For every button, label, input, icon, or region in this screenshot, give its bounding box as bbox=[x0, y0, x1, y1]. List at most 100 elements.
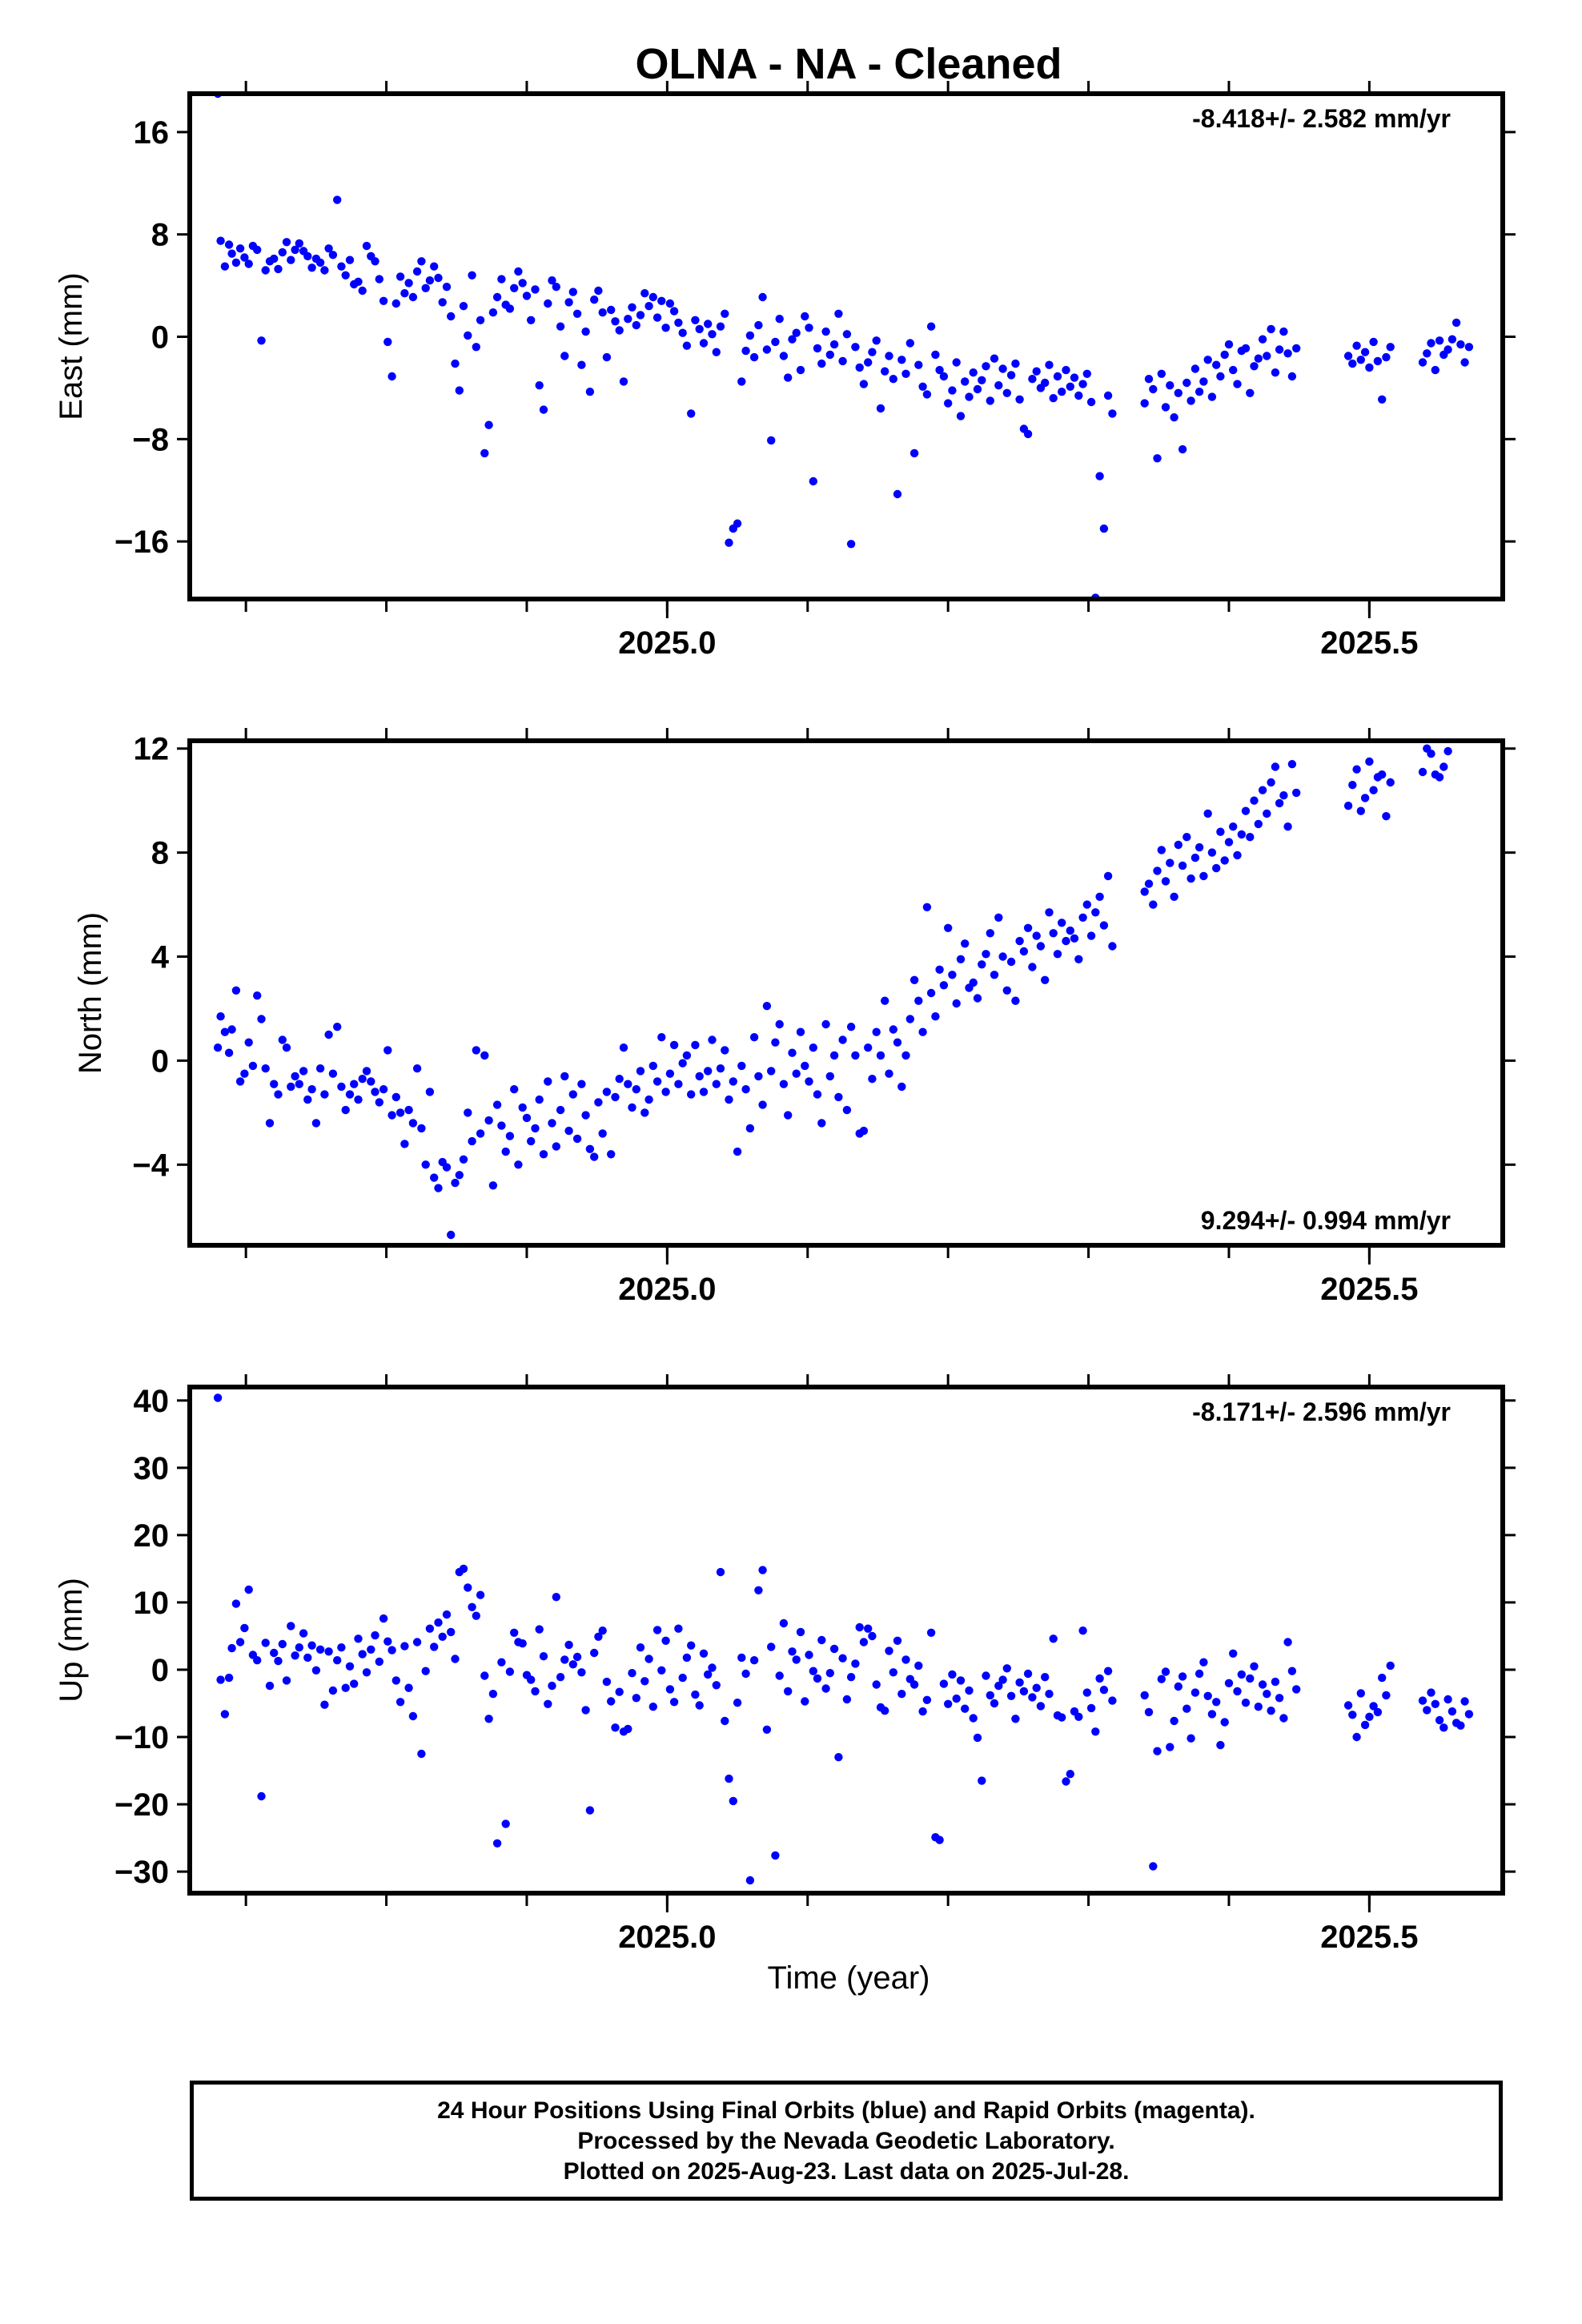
north-point bbox=[1058, 919, 1066, 927]
east-point bbox=[1369, 338, 1377, 346]
north-point bbox=[1382, 812, 1390, 820]
up-point bbox=[674, 1625, 682, 1633]
north-point bbox=[1070, 935, 1078, 943]
east-point bbox=[1149, 385, 1157, 393]
north-point bbox=[569, 1090, 577, 1098]
east-point bbox=[813, 344, 821, 352]
up-point bbox=[573, 1653, 581, 1661]
up-point bbox=[1344, 1701, 1352, 1709]
east-point bbox=[717, 323, 725, 331]
up-point bbox=[279, 1640, 287, 1648]
up-point bbox=[889, 1668, 897, 1676]
north-point bbox=[514, 1160, 522, 1168]
east-point bbox=[464, 332, 472, 340]
north-point bbox=[793, 1070, 801, 1078]
east-point bbox=[295, 239, 303, 247]
north-point bbox=[1095, 893, 1103, 901]
north-point bbox=[1011, 997, 1019, 1005]
east-point bbox=[426, 276, 434, 284]
east-point bbox=[1078, 380, 1086, 388]
east-point bbox=[320, 266, 328, 274]
up-point bbox=[843, 1695, 851, 1703]
north-point bbox=[337, 1083, 345, 1091]
north-point bbox=[299, 1067, 307, 1075]
up-y-axis-label: Up (mm) bbox=[54, 1578, 89, 1703]
north-point bbox=[359, 1075, 367, 1083]
east-y-tick-label: −8 bbox=[132, 422, 169, 457]
east-point bbox=[906, 339, 914, 347]
up-point bbox=[721, 1717, 729, 1725]
east-point bbox=[359, 287, 367, 295]
east-point bbox=[262, 266, 270, 274]
east-point bbox=[1162, 403, 1170, 411]
north-point bbox=[679, 1059, 687, 1068]
north-point bbox=[994, 914, 1002, 922]
up-point bbox=[910, 1680, 918, 1688]
east-point bbox=[649, 293, 657, 301]
north-point bbox=[540, 1150, 548, 1158]
east-point bbox=[1083, 370, 1091, 378]
east-point bbox=[881, 368, 889, 376]
east-point bbox=[847, 540, 855, 548]
east-point bbox=[1095, 472, 1103, 480]
up-point bbox=[443, 1610, 451, 1618]
east-point bbox=[674, 319, 682, 327]
up-point bbox=[1174, 1683, 1182, 1691]
up-point bbox=[232, 1599, 240, 1607]
up-point bbox=[653, 1626, 661, 1634]
north-point bbox=[771, 1039, 779, 1047]
east-point bbox=[1007, 371, 1015, 379]
north-point bbox=[978, 960, 986, 968]
east-point bbox=[1283, 349, 1291, 357]
up-point bbox=[834, 1753, 842, 1761]
north-point bbox=[944, 924, 952, 932]
up-point bbox=[240, 1624, 248, 1632]
north-point bbox=[838, 1035, 846, 1043]
north-points bbox=[214, 0, 1486, 1239]
up-y-tick-label: 30 bbox=[134, 1451, 170, 1486]
east-point bbox=[409, 293, 417, 301]
up-point bbox=[1007, 1692, 1015, 1700]
north-point bbox=[1259, 786, 1267, 794]
north-point bbox=[548, 1119, 556, 1127]
east-point bbox=[1158, 370, 1166, 378]
up-point bbox=[1145, 1708, 1153, 1716]
east-point bbox=[540, 405, 548, 413]
north-point bbox=[1186, 875, 1195, 883]
up-rate-label: -8.171+/- 2.596 mm/yr bbox=[1192, 1397, 1451, 1426]
up-point bbox=[1348, 1711, 1356, 1719]
north-point bbox=[333, 1023, 341, 1031]
north-point bbox=[1435, 773, 1443, 781]
north-point bbox=[901, 1051, 909, 1059]
up-point bbox=[299, 1629, 307, 1637]
north-point bbox=[733, 1148, 741, 1156]
north-point bbox=[417, 1124, 425, 1132]
up-point bbox=[1037, 1702, 1045, 1710]
east-point bbox=[1427, 339, 1435, 347]
up-point bbox=[1233, 1687, 1241, 1695]
north-point bbox=[599, 1129, 607, 1137]
north-y-tick-label: 8 bbox=[151, 836, 169, 871]
east-point bbox=[383, 338, 391, 346]
east-point bbox=[927, 323, 935, 331]
footer-line-orbits: 24 Hour Positions Using Final Orbits (bl… bbox=[194, 2096, 1499, 2126]
north-point bbox=[1216, 828, 1224, 836]
up-point bbox=[245, 1586, 253, 1594]
north-point bbox=[1246, 833, 1254, 841]
east-point bbox=[797, 366, 805, 374]
east-point bbox=[1242, 344, 1250, 352]
east-point bbox=[484, 421, 492, 429]
north-point bbox=[1162, 877, 1170, 885]
up-point bbox=[371, 1631, 379, 1639]
north-point bbox=[1225, 838, 1233, 846]
up-point bbox=[856, 1623, 864, 1631]
east-point bbox=[940, 372, 948, 380]
east-point bbox=[767, 436, 775, 444]
north-point bbox=[990, 971, 998, 979]
up-point bbox=[700, 1650, 708, 1658]
east-point bbox=[456, 386, 464, 394]
east-point bbox=[1255, 355, 1263, 363]
east-point bbox=[957, 412, 965, 420]
east-point bbox=[901, 370, 909, 378]
east-point bbox=[1250, 362, 1258, 370]
